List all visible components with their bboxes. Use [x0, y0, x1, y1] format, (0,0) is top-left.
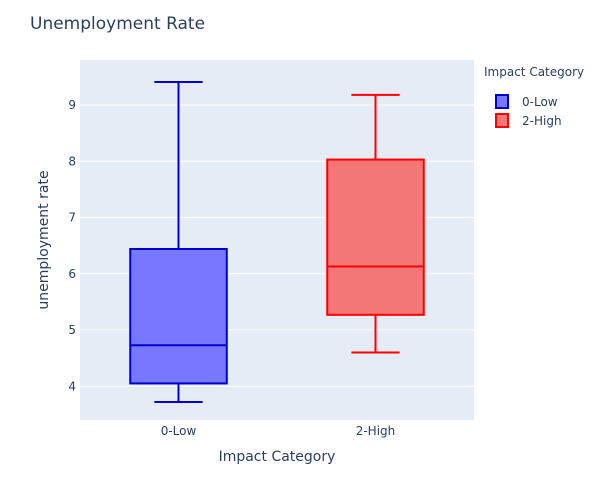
legend-label: 0-Low — [522, 95, 558, 109]
chart-title: Unemployment Rate — [30, 14, 205, 34]
legend-item-0-Low[interactable]: 0-Low — [495, 94, 558, 109]
box-plots — [129, 80, 425, 403]
legend-item-2-High[interactable]: 2-High — [495, 113, 562, 128]
box-2-High — [326, 93, 425, 354]
y-tick-label-8: 8 — [68, 154, 76, 168]
y-tick-labels: 4 5 6 7 8 9 — [68, 98, 76, 393]
x-axis-title: Impact Category — [219, 449, 336, 465]
legend-swatch — [495, 113, 509, 128]
y-axis-title: unemployment rate — [36, 170, 52, 309]
legend-title: Impact Category — [484, 65, 584, 79]
x-tick-label-0-Low: 0-Low — [161, 424, 197, 438]
y-tick-label-6: 6 — [68, 267, 76, 281]
y-tick-label-7: 7 — [68, 211, 76, 225]
iqr-box — [326, 158, 425, 316]
y-tick-label-9: 9 — [68, 98, 76, 112]
iqr-box — [129, 248, 228, 385]
x-tick-label-2-High: 2-High — [356, 424, 396, 438]
legend[interactable]: Impact Category 0-Low 2-High — [484, 65, 584, 128]
legend-swatch — [495, 94, 509, 109]
y-tick-label-5: 5 — [68, 323, 76, 337]
y-tick-label-4: 4 — [68, 379, 76, 393]
legend-label: 2-High — [522, 114, 562, 128]
x-tick-labels: 0-Low 2-High — [161, 424, 396, 438]
box-0-Low — [129, 80, 228, 403]
